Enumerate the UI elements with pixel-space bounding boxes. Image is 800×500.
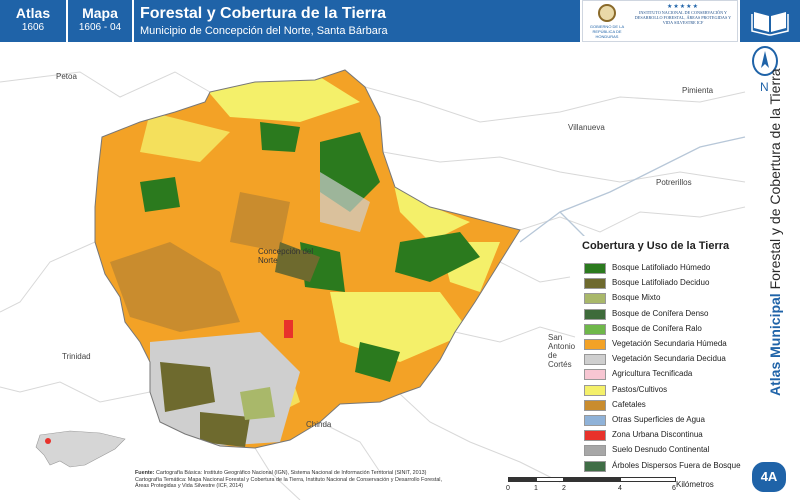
north-arrow-icon [752,46,778,76]
place-label: Petoa [56,72,77,81]
legend-label: Bosque Mixto [612,293,661,303]
legend-label: Pastos/Cultivos [612,384,668,394]
municipal-boundaries [0,71,746,500]
legend-swatch [584,369,606,381]
legend-label: Bosque Latifoliado Húmedo [612,263,711,272]
legend-label: Árboles Dispersos Fuera de Bosque [612,460,741,470]
legend-swatch [584,445,606,457]
stars-icon: ★★★★★ [667,4,699,10]
legend-label: Bosque Latifoliado Deciduo [612,278,710,288]
vertical-title-rest: Forestal y de Cobertura de la Tierra [767,68,783,294]
place-label: Villanueva [568,123,605,132]
scale-bar: 0 1 2 4 6 Kilómetros [506,475,716,497]
mapa-code: 1606 - 04 [78,22,122,33]
title-box: Forestal y Cobertura de la Tierra Munici… [134,0,580,42]
icf-logo: ★★★★★ INSTITUTO NACIONAL DE CONSERVACIÓN… [631,3,735,41]
legend-label: Vegetación Secundaria Húmeda [612,339,727,348]
mapa-label: Mapa [82,5,118,21]
legend-swatch [584,339,606,350]
municipality-boundary [94,69,521,449]
legend: Cobertura y Uso de la Tierra Bosque Lati… [578,236,750,476]
scale-tick: 2 [562,485,566,492]
legend-swatch [584,415,606,426]
land-cover-map [0,69,746,500]
page-title: Forestal y Cobertura de la Tierra [140,5,387,22]
legend-label: Bosque de Conífera Ralo [612,323,702,333]
sources-line-1: Cartografía Básica: Instituto Geográfico… [155,470,427,476]
scale-tick: 6 [672,485,676,492]
locator-inset-map [30,427,130,473]
legend-swatch [584,323,606,335]
scale-segment [536,477,564,482]
sources-note: Fuente: Cartografía Básica: Instituto Ge… [135,470,505,490]
scale-segment [508,477,536,482]
legend-label: Otras Superficies de Agua [612,415,705,424]
place-label: Concepción del Norte [258,247,314,265]
scale-segment [564,477,620,482]
institution-logos: GOBIERNO DE LA REPÚBLICA DE HONDURAS ★★★… [582,0,738,42]
atlas-label: Atlas [15,5,51,21]
place-label: Pimienta [682,86,714,95]
scale-tick: 1 [534,485,538,492]
legend-swatch [584,384,606,396]
legend-label: Zona Urbana Discontinua [612,430,703,440]
scale-tick: 4 [618,485,622,492]
seal-icon [598,4,616,22]
legend-swatch [584,308,606,320]
icf-caption: INSTITUTO NACIONAL DE CONSERVACIÓN Y DES… [634,10,732,25]
atlas-code-box: Atlas 1606 [0,0,66,42]
atlas-code: 1606 [21,22,45,33]
legend-title: Cobertura y Uso de la Tierra [582,240,730,252]
scale-segment [620,477,676,482]
vertical-band [750,42,800,500]
legend-swatch [584,430,606,442]
scale-unit: Kilómetros [676,480,714,489]
honduras-outline [35,430,126,468]
legend-swatch [584,263,606,274]
sources-label: Fuente: [135,470,155,476]
north-label: N [760,80,769,94]
government-logo: GOBIERNO DE LA REPÚBLICA DE HONDURAS [587,4,627,40]
legend-swatch [584,399,606,411]
place-label: Chinda [306,420,332,429]
header: Atlas 1606 Mapa 1606 - 04 Forestal y Cob… [0,0,800,42]
sources-line-3: Áreas Protegidas y Vida Silvestre (ICF, … [135,483,244,490]
vertical-title-bold: Atlas Municipal [767,293,783,396]
legend-label: Suelo Desnudo Continental [612,445,710,455]
atlas-book-button[interactable] [740,0,800,42]
mapa-code-box: Mapa 1606 - 04 [68,0,132,42]
legend-label: Cafetales [612,399,646,409]
legend-label: Bosque de Conífera Denso [612,308,709,318]
location-marker [45,438,51,444]
scale-tick: 0 [506,485,510,492]
place-label: Potrerillos [656,178,692,187]
legend-swatch [584,354,606,366]
map-badge: 4A [752,462,786,492]
book-icon [751,12,789,36]
government-caption: GOBIERNO DE LA REPÚBLICA DE HONDURAS [589,24,625,39]
north-arrow-shape [761,51,769,68]
place-label: Trinidad [62,352,91,361]
page-subtitle: Municipio de Concepción del Norte, Santa… [140,25,388,37]
legend-swatch [584,293,606,305]
legend-swatch [584,278,606,290]
legend-swatch [584,460,606,472]
atlas-vertical-title: Atlas Municipal Forestal y de Cobertura … [767,68,783,396]
legend-label: Vegetación Secundaria Decidua [612,354,726,364]
legend-label: Agricultura Tecnificada [612,369,693,379]
place-label: San Antonio de Cortés [548,333,576,369]
sources-line-2: Cartografía Temática: Mapa Nacional Fore… [135,476,443,483]
